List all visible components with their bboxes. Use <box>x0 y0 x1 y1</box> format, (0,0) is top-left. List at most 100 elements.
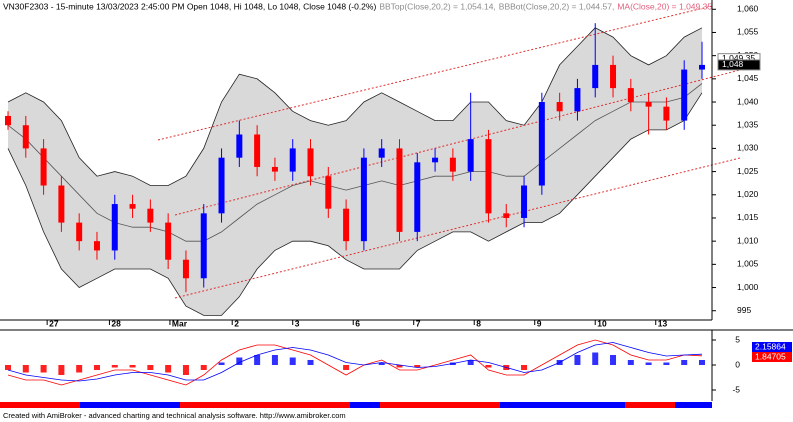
channel-line <box>174 69 741 216</box>
candle-body <box>325 176 332 209</box>
price-marker-label: 1,049.35 <box>722 53 755 63</box>
indicator-readout: MA(Close,20) = 1,049.35 <box>617 1 712 11</box>
signal-bar <box>0 402 712 408</box>
channel-line <box>174 157 741 299</box>
histogram-bar <box>200 365 207 370</box>
channel-line <box>157 5 713 141</box>
candle-body <box>236 134 243 158</box>
histogram-bar <box>396 365 403 368</box>
candle-body <box>111 204 118 251</box>
candle-body <box>538 102 545 186</box>
value-marker <box>752 352 792 362</box>
candle-body <box>699 64 705 70</box>
candle-body <box>271 166 278 172</box>
candle-body <box>5 115 11 126</box>
histogram-bar <box>663 362 670 365</box>
candle-body <box>58 185 65 223</box>
chart-title: VN30F2303 - 15-minute 13/03/2023 2:45:00… <box>3 1 376 11</box>
x-tick-label: Mar <box>172 318 188 328</box>
y-tick-label: 1,025 <box>737 166 759 176</box>
histogram-bar <box>645 362 652 365</box>
candle-body <box>165 222 172 260</box>
y-tick-label: 1,035 <box>737 119 759 129</box>
value-marker <box>752 342 792 352</box>
candle-body <box>22 125 29 149</box>
histogram-bar <box>307 360 314 365</box>
histogram-bar <box>485 365 492 368</box>
x-tick-label: 2 <box>234 318 239 328</box>
y-tick-label: 1,055 <box>737 27 759 37</box>
candle-body <box>627 88 634 103</box>
histogram-bar <box>574 355 581 365</box>
x-tick-label: 27 <box>49 318 59 328</box>
candle-body <box>521 185 528 218</box>
signal-bar-segment <box>180 402 350 408</box>
signal-bar-segment <box>625 402 675 408</box>
candle-body <box>414 162 421 232</box>
indicator-readout: BBBot(Close,20,2) = 1,044.57, <box>499 1 615 11</box>
histogram-bar <box>254 355 261 365</box>
candle-body <box>182 259 189 279</box>
candle-body <box>343 208 350 242</box>
candle-body <box>360 157 367 242</box>
histogram-bar <box>147 365 154 370</box>
y-tick-label: 1,030 <box>737 143 759 153</box>
candle-body <box>93 241 100 251</box>
y-tick-label: 0 <box>735 359 740 369</box>
indicator-line <box>7 339 703 386</box>
histogram-bar <box>343 365 350 370</box>
y-tick-label: 1,005 <box>737 259 759 269</box>
x-tick-label: 10 <box>597 318 607 328</box>
candle-body <box>218 157 225 214</box>
histogram-bar <box>40 365 47 373</box>
histogram-bar <box>610 355 617 365</box>
footer: Created with AmiBroker - advanced charti… <box>3 411 346 420</box>
candle-body <box>556 102 563 112</box>
histogram-bar <box>592 352 599 365</box>
y-tick-label: 1,000 <box>737 282 759 292</box>
indicator-readout: BBTop(Close,20,2) = 1,054.14, <box>379 1 495 11</box>
histogram-bar <box>378 362 385 365</box>
y-tick-label: 995 <box>737 305 751 315</box>
price-marker <box>717 59 761 71</box>
x-tick-label: 8 <box>476 318 481 328</box>
histogram-bar <box>236 357 243 365</box>
candle-body <box>40 148 47 186</box>
candle-body <box>574 88 581 112</box>
histogram-bar <box>58 365 65 375</box>
histogram-bar <box>467 360 474 365</box>
histogram-bar <box>111 365 118 368</box>
histogram-bar <box>22 365 29 373</box>
candle-body <box>610 64 617 89</box>
histogram-bar <box>627 360 634 365</box>
candle-body <box>200 213 207 279</box>
histogram-bar <box>271 355 278 365</box>
signal-bar-segment <box>380 402 500 408</box>
histogram-bar <box>289 357 296 365</box>
indicator-line <box>7 342 703 382</box>
value-marker-label: 1.84705 <box>755 351 786 361</box>
candle-body <box>378 148 385 158</box>
signal-bar-segment <box>0 402 80 408</box>
candle-body <box>289 148 296 172</box>
candle-body <box>307 148 314 177</box>
candle-body <box>147 208 154 223</box>
indicator-line <box>7 83 703 242</box>
x-tick-label: 7 <box>416 318 421 328</box>
candle-body <box>432 157 439 163</box>
indicator-line <box>7 92 703 316</box>
x-tick-label: 28 <box>111 318 121 328</box>
histogram-bar <box>521 365 528 370</box>
candle-body <box>503 213 510 218</box>
x-tick-label: 3 <box>295 318 300 328</box>
candle-body <box>467 139 474 172</box>
plot-area <box>7 27 703 316</box>
x-tick-label: 13 <box>658 318 668 328</box>
y-tick-label: 5 <box>735 334 740 344</box>
y-tick-label: 1,060 <box>737 4 759 14</box>
indicator-line <box>7 27 703 186</box>
candle-body <box>663 106 670 121</box>
bollinger-band <box>8 27 702 316</box>
x-tick-label: 9 <box>537 318 542 328</box>
